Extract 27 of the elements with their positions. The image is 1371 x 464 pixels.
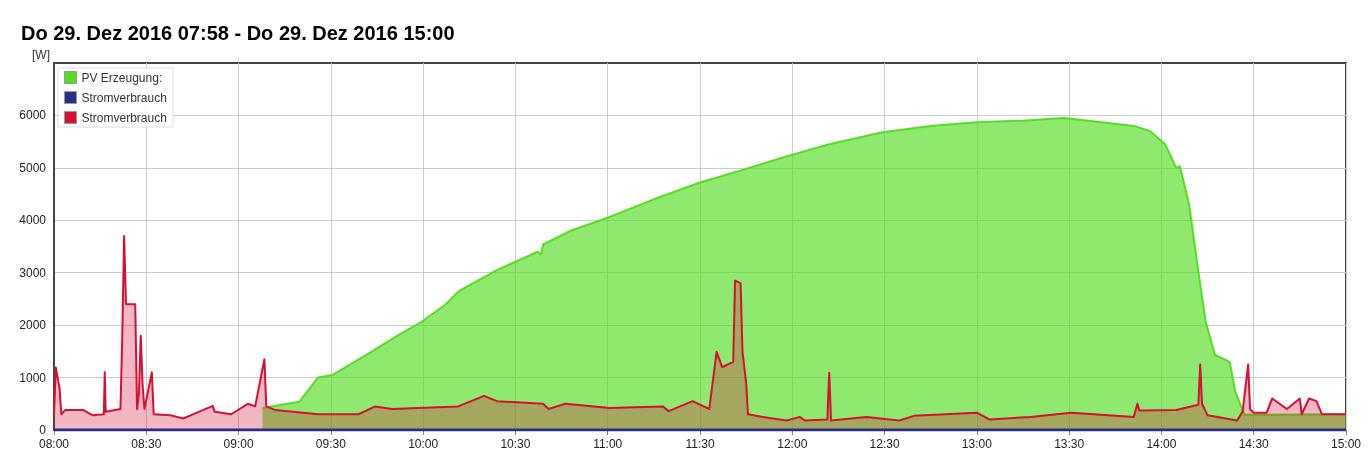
legend-label: PV Erzeugung: bbox=[81, 70, 163, 85]
x-tick-label: 12:00 bbox=[777, 437, 808, 451]
y-tick-label: 1000 bbox=[19, 370, 47, 385]
x-tick-label: 14:30 bbox=[1238, 437, 1270, 451]
x-tick-label: 14:00 bbox=[1146, 437, 1177, 451]
x-tick-label: 13:00 bbox=[961, 437, 993, 451]
x-tick-label: 10:30 bbox=[500, 437, 531, 451]
y-tick-label: 0 bbox=[39, 423, 47, 437]
x-tick-label: 11:30 bbox=[685, 437, 715, 451]
x-tick-label: 08:30 bbox=[131, 437, 162, 451]
x-tick-label: 12:30 bbox=[869, 437, 900, 451]
chart-title: Do 29. Dez 2016 07:58 - Do 29. Dez 2016 15:00 bbox=[21, 22, 455, 44]
x-tick-label: 08:00 bbox=[38, 437, 70, 451]
y-tick-label: 6000 bbox=[19, 108, 47, 123]
x-tick-label: 10:00 bbox=[408, 437, 439, 451]
x-tick-label: 13:30 bbox=[1054, 437, 1085, 451]
y-tick-label: 5000 bbox=[19, 160, 47, 175]
y-tick-label: 3000 bbox=[19, 265, 47, 280]
y-tick-label: 2000 bbox=[19, 318, 47, 333]
x-tick-label: 15:00 bbox=[1330, 437, 1362, 451]
legend-label: Stromverbrauch bbox=[81, 90, 167, 105]
y-tick-label: 4000 bbox=[19, 213, 47, 228]
x-tick-label: 11:00 bbox=[593, 437, 623, 451]
x-tick-label: 09:00 bbox=[223, 437, 254, 451]
y-axis-title: [W] bbox=[32, 48, 50, 62]
legend-label: Stromverbrauch bbox=[81, 110, 167, 125]
x-tick-label: 09:30 bbox=[315, 437, 347, 451]
